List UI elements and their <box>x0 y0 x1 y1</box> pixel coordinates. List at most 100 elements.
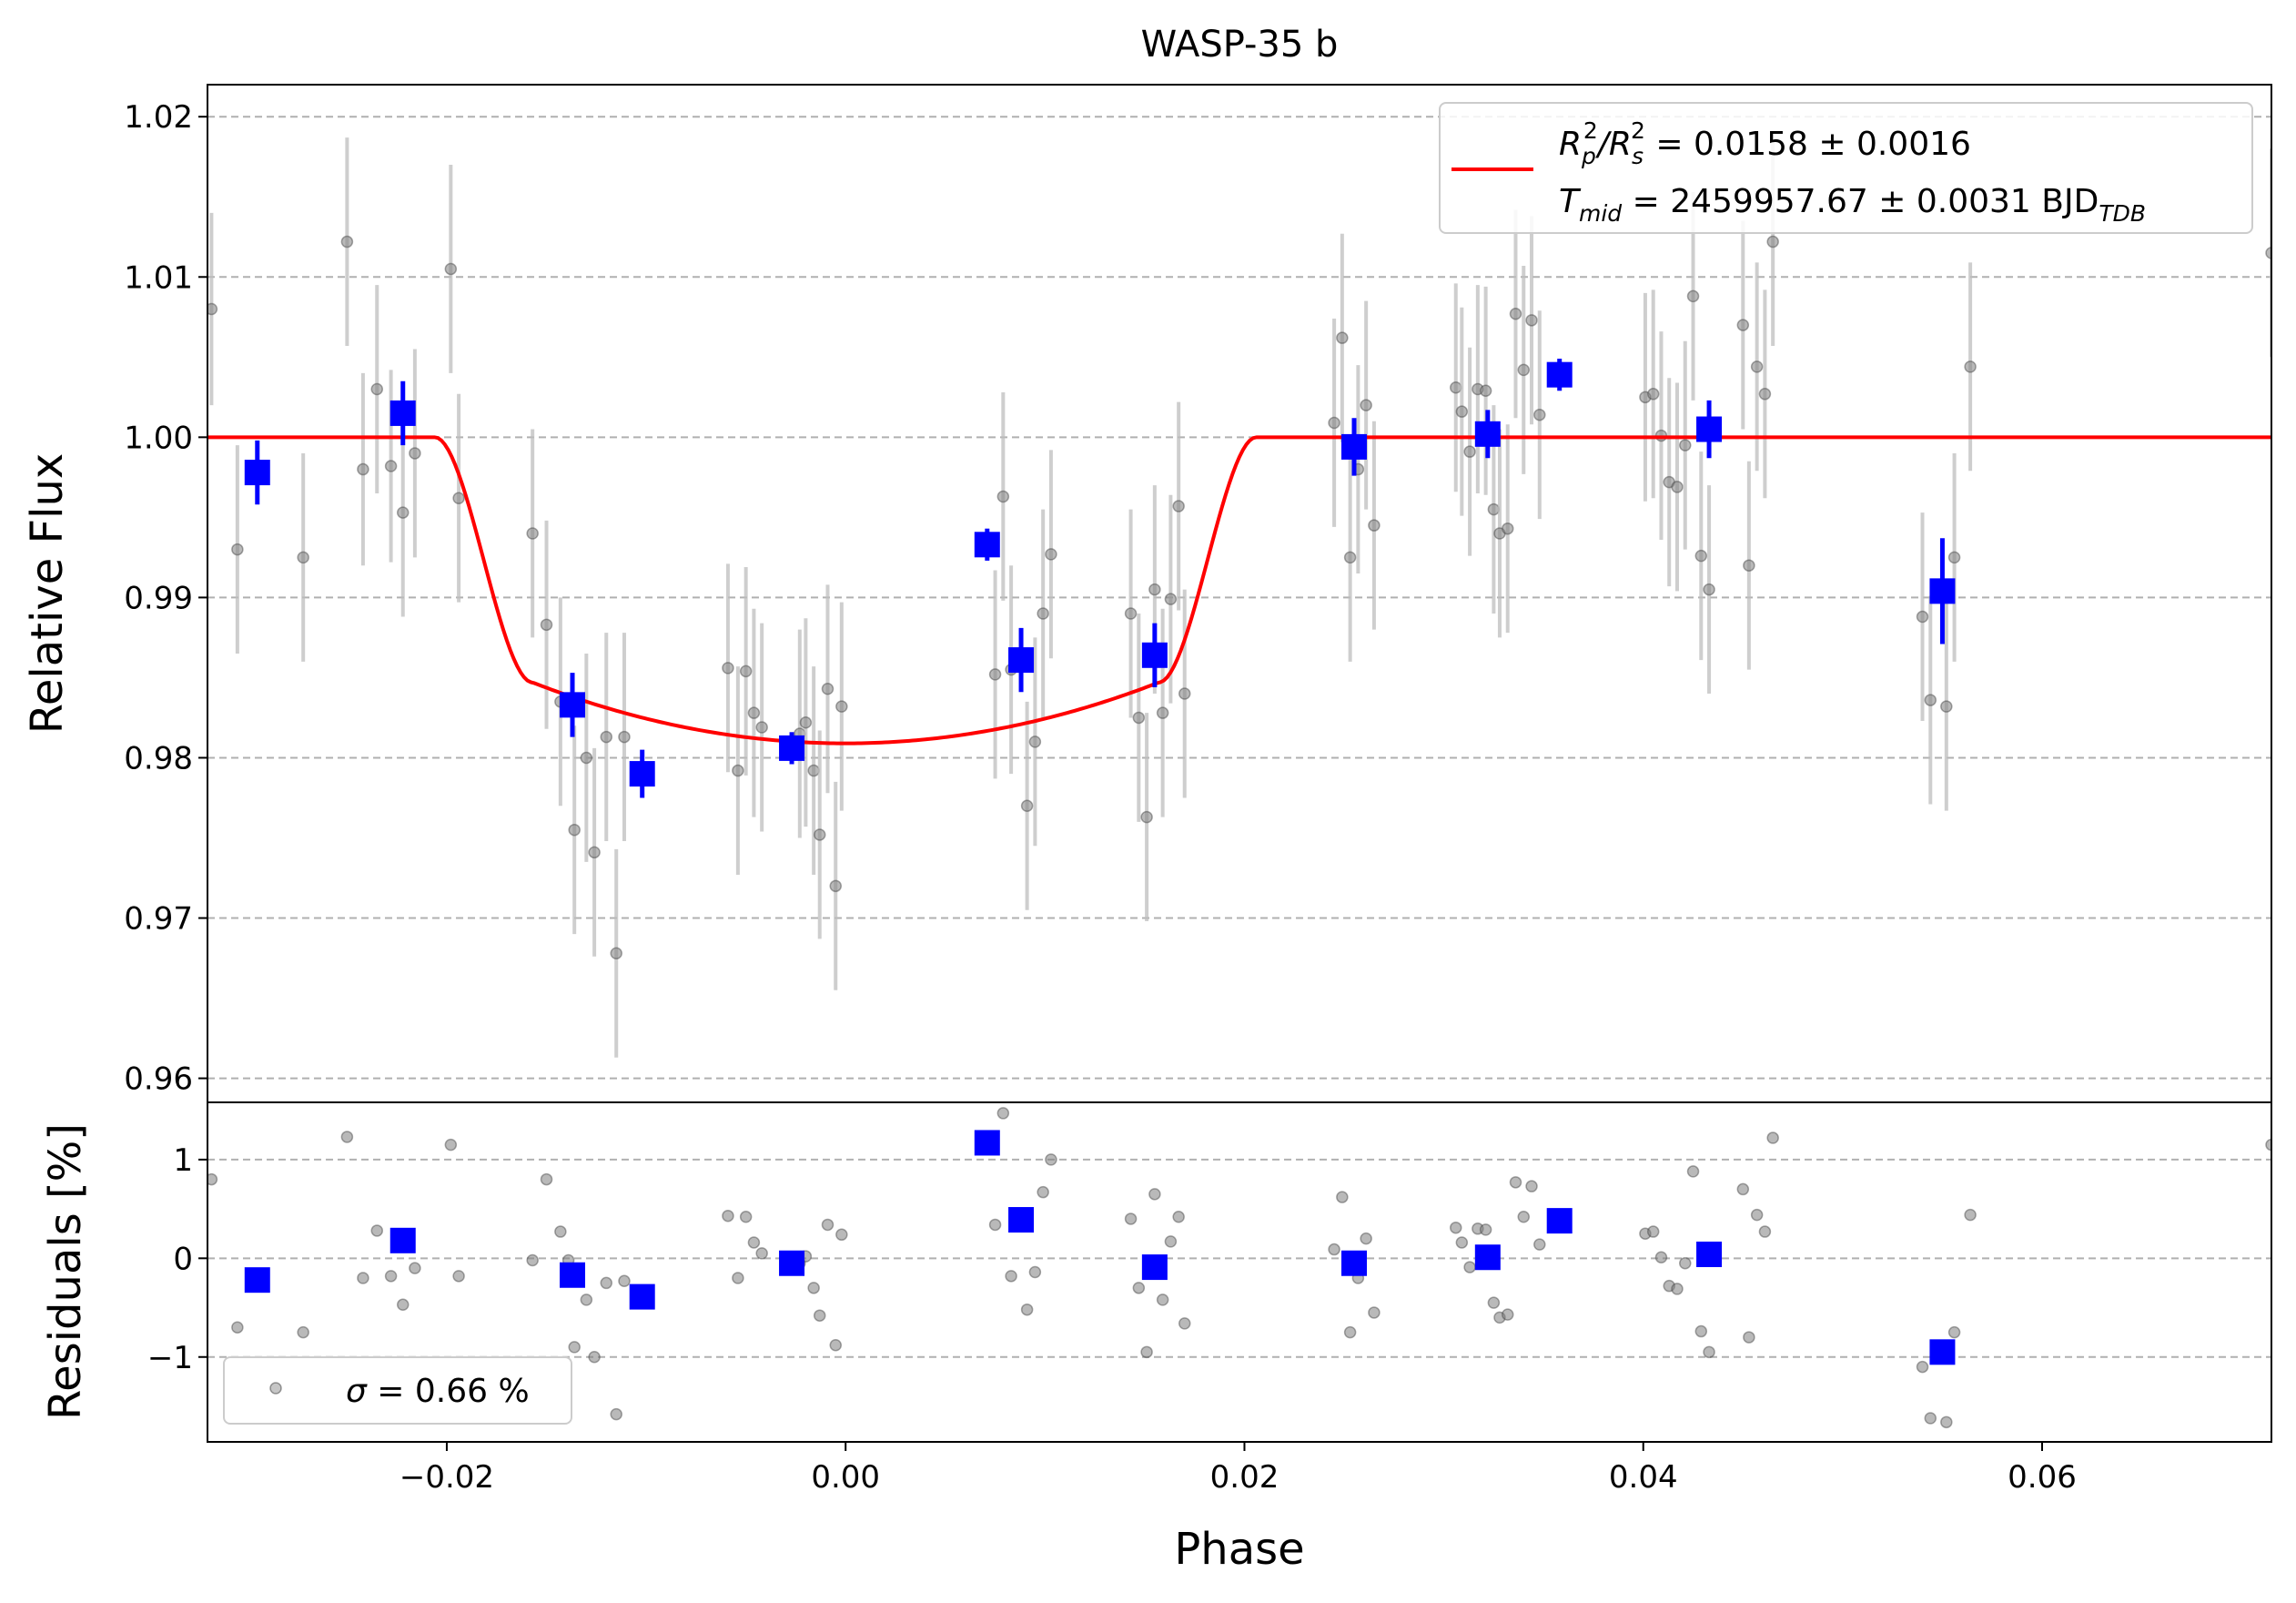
raw-flux-point <box>813 828 826 841</box>
residuals-y-ticks: 1 0 −1 <box>147 1142 207 1376</box>
raw-residual-point <box>1336 1191 1349 1203</box>
transit-model-curve <box>207 435 2271 746</box>
raw-residual-point <box>1463 1261 1476 1273</box>
raw-residual-point <box>807 1282 820 1294</box>
raw-flux-point <box>396 506 410 519</box>
x-ticks: −0.02 0.00 0.02 0.04 0.06 <box>400 1442 2077 1496</box>
raw-flux-point <box>1463 445 1476 458</box>
legend-rs-symbol: /R <box>1595 126 1632 163</box>
raw-residual-point <box>568 1341 581 1354</box>
binned-flux-point <box>1546 361 1573 388</box>
legend-rs-subscript: s <box>1632 143 1644 169</box>
raw-flux-point <box>1671 481 1684 493</box>
raw-flux-point <box>1694 549 1708 563</box>
raw-flux-point <box>1328 416 1340 430</box>
raw-flux-point <box>996 490 1010 503</box>
raw-residual-point <box>600 1276 613 1290</box>
binned-flux-point <box>1696 416 1723 442</box>
raw-flux-point <box>1037 607 1049 620</box>
raw-residual-point <box>1020 1303 1034 1316</box>
raw-residual-point <box>618 1274 631 1288</box>
binned-flux-point <box>1341 433 1367 460</box>
raw-residual-point <box>610 1407 622 1421</box>
transit-model <box>207 435 2271 746</box>
raw-residual-point <box>1028 1265 1042 1279</box>
raw-residual-point <box>540 1172 553 1186</box>
raw-residual-point <box>231 1321 244 1334</box>
raw-residual-point <box>1164 1235 1178 1248</box>
legend-rp-subscript: p <box>1581 143 1596 169</box>
raw-flux-point <box>588 846 601 859</box>
flux-y-tick-label: 0.96 <box>124 1061 193 1098</box>
raw-residual-point <box>747 1236 761 1249</box>
raw-residual-point <box>1940 1415 1953 1429</box>
raw-residual-point <box>1360 1232 1372 1245</box>
raw-residual-point <box>1455 1236 1469 1249</box>
raw-residual-point <box>1178 1317 1191 1330</box>
flux-binned-points <box>244 359 1956 798</box>
residuals-y-tick-label: 1 <box>173 1142 193 1179</box>
raw-flux-point <box>1736 319 1750 331</box>
raw-flux-point <box>340 235 354 249</box>
binned-residual-point <box>389 1227 416 1253</box>
raw-residual-point <box>732 1272 744 1284</box>
raw-flux-point <box>444 262 458 276</box>
raw-flux-point <box>1487 502 1501 516</box>
raw-flux-point <box>1156 706 1169 719</box>
raw-residual-point <box>1679 1256 1692 1270</box>
raw-flux-point <box>739 665 753 678</box>
raw-residual-point <box>755 1247 768 1260</box>
flux-y-tick-label: 0.99 <box>124 580 193 616</box>
raw-flux-point <box>1178 687 1191 700</box>
raw-residual-point <box>1694 1324 1708 1338</box>
flux-y-tick-label: 0.97 <box>124 901 193 938</box>
raw-residual-point <box>1964 1208 1977 1222</box>
raw-residual-point <box>1654 1251 1668 1263</box>
raw-flux-point <box>610 947 622 960</box>
raw-residual-point <box>1479 1223 1492 1236</box>
raw-flux-point <box>370 382 384 396</box>
raw-residual-point <box>1328 1243 1340 1256</box>
raw-residual-point <box>2265 1138 2271 1152</box>
binned-flux-point <box>1474 421 1501 447</box>
raw-flux-point <box>835 700 848 713</box>
raw-flux-point <box>732 764 744 777</box>
residuals-y-tick-label: 0 <box>173 1241 193 1277</box>
raw-residual-point <box>1450 1221 1462 1234</box>
raw-residual-point <box>1037 1185 1049 1199</box>
raw-residual-point <box>1517 1211 1531 1223</box>
binned-residual-point <box>629 1283 655 1310</box>
raw-flux-point <box>1045 548 1057 561</box>
raw-residual-point <box>821 1218 834 1232</box>
raw-residual-point <box>1750 1208 1764 1222</box>
raw-flux-point <box>1140 810 1153 824</box>
raw-residual-point <box>988 1218 1002 1232</box>
raw-flux-point <box>1343 551 1357 564</box>
legend-mid-time-value: = 2459957.67 ± 0.0031 BJD <box>1622 183 2099 220</box>
legend-rp-superscript: 2 <box>1583 117 1598 144</box>
legend-t-subscript: mid <box>1579 200 1622 227</box>
raw-residual-point <box>1005 1270 1017 1283</box>
raw-flux-point <box>384 460 398 472</box>
x-tick-label: 0.00 <box>811 1459 880 1496</box>
chart-title: WASP-35 b <box>1141 24 1339 66</box>
raw-flux-point <box>1360 399 1372 411</box>
legend-t-symbol: T <box>1559 183 1582 220</box>
residuals-panel-frame <box>207 1101 2272 1443</box>
legend-rp-symbol: R <box>1559 126 1582 163</box>
residuals-panel: 1 0 −1 Residuals [%] σ = 0.66 % <box>40 1101 2272 1443</box>
raw-flux-point <box>1172 500 1185 512</box>
raw-flux-point <box>1924 694 1937 706</box>
legend-radius-value: = 0.0158 ± 0.0016 <box>1645 126 1971 163</box>
raw-flux-point <box>1020 799 1034 813</box>
raw-flux-point <box>568 823 581 837</box>
raw-residual-point <box>409 1262 421 1274</box>
raw-flux-point <box>1028 736 1042 748</box>
raw-flux-point <box>1533 408 1546 421</box>
raw-flux-point <box>799 715 813 729</box>
raw-flux-point <box>1124 607 1138 620</box>
raw-residual-point <box>1743 1331 1755 1344</box>
raw-flux-point <box>1525 314 1538 327</box>
raw-flux-point <box>807 764 820 777</box>
